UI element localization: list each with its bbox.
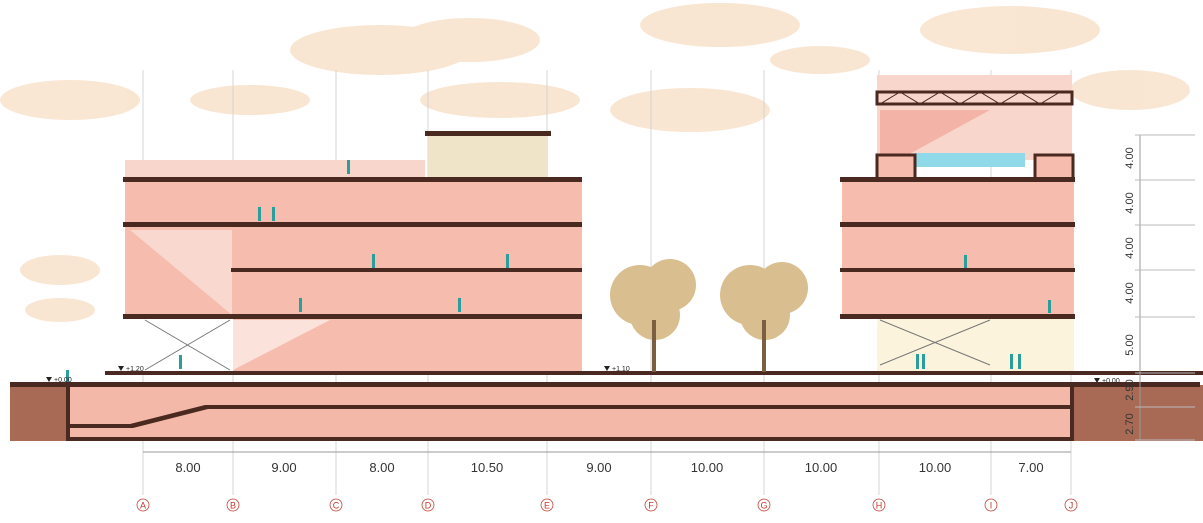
span-label: 10.00 (691, 460, 724, 475)
clouds (0, 3, 1190, 322)
span-label: 7.00 (1018, 460, 1043, 475)
height-label: 4.00 (1124, 192, 1136, 213)
level-label: +0.00 (54, 377, 72, 384)
level-label: +0.00 (1102, 378, 1120, 385)
dimension-line: 8.00 9.00 8.00 10.50 9.00 10.00 10.00 10… (143, 451, 1071, 475)
span-label: 10.00 (805, 460, 838, 475)
building-west (105, 131, 1203, 375)
people (66, 160, 1051, 382)
span-label: 8.00 (175, 460, 200, 475)
axis-label: J (1069, 500, 1074, 510)
span-label: 8.00 (369, 460, 394, 475)
grid-axes (136, 498, 1078, 512)
level-label: +1.10 (612, 366, 630, 373)
height-label: 4.00 (1124, 237, 1136, 258)
axis-label: B (230, 500, 236, 510)
span-label: 9.00 (271, 460, 296, 475)
span-label: 10.00 (919, 460, 952, 475)
height-label: 2.70 (1124, 413, 1136, 434)
axis-label: D (425, 500, 432, 510)
height-label: 4.00 (1124, 147, 1136, 168)
grid-axis-labels: A B C D E F G H I J (140, 500, 1073, 510)
level-label: +1.20 (126, 366, 144, 373)
axis-label: A (140, 500, 146, 510)
axis-label: G (760, 500, 767, 510)
span-label: 9.00 (586, 460, 611, 475)
building-east (840, 75, 1075, 371)
axis-label: E (544, 500, 550, 510)
span-label: 10.50 (471, 460, 504, 475)
height-label: 4.00 (1124, 282, 1136, 303)
axis-label: C (333, 500, 340, 510)
level-markers: +0.00 +1.20 +1.10 +0.00 (46, 366, 1120, 385)
height-label: 5.00 (1124, 334, 1136, 355)
axis-label: F (648, 500, 654, 510)
axis-label: I (990, 500, 993, 510)
basement (10, 382, 1203, 441)
axis-label: H (876, 500, 883, 510)
height-label: 2.90 (1124, 379, 1136, 400)
trees (610, 259, 808, 372)
height-dimensions: 4.00 4.00 4.00 4.00 5.00 2.90 2.70 (1124, 134, 1195, 441)
